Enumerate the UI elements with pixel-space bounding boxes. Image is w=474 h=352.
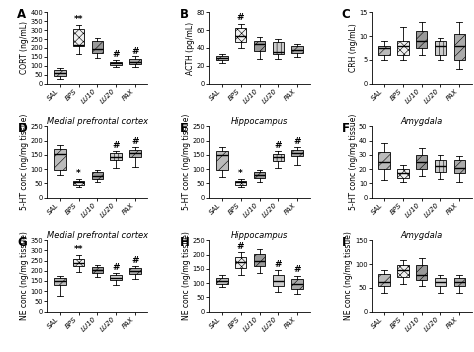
PathPatch shape [235, 29, 246, 42]
Text: C: C [342, 8, 350, 21]
PathPatch shape [73, 259, 84, 266]
PathPatch shape [454, 34, 465, 60]
PathPatch shape [235, 181, 246, 185]
PathPatch shape [378, 152, 390, 169]
PathPatch shape [454, 161, 465, 173]
PathPatch shape [378, 275, 390, 286]
PathPatch shape [273, 154, 284, 161]
Text: #: # [274, 141, 282, 150]
PathPatch shape [273, 275, 284, 287]
PathPatch shape [110, 275, 122, 281]
Text: #: # [112, 50, 120, 59]
Text: #: # [112, 263, 120, 272]
PathPatch shape [91, 172, 103, 179]
PathPatch shape [378, 45, 390, 55]
PathPatch shape [73, 29, 84, 46]
PathPatch shape [435, 41, 447, 55]
PathPatch shape [397, 41, 409, 55]
Text: #: # [237, 13, 245, 22]
PathPatch shape [129, 268, 141, 274]
PathPatch shape [91, 41, 103, 53]
Y-axis label: CRH (ng/mL): CRH (ng/mL) [349, 24, 358, 72]
PathPatch shape [110, 62, 122, 65]
Title: Medial prefrontal cortex: Medial prefrontal cortex [47, 231, 148, 240]
Text: H: H [180, 236, 189, 249]
PathPatch shape [254, 254, 265, 266]
Y-axis label: CORT (ng/mL): CORT (ng/mL) [20, 21, 29, 74]
PathPatch shape [435, 161, 447, 172]
PathPatch shape [416, 265, 428, 280]
PathPatch shape [54, 149, 65, 170]
PathPatch shape [254, 41, 265, 51]
PathPatch shape [435, 278, 447, 286]
Text: #: # [131, 137, 139, 146]
Y-axis label: NE conc (ng/mg tissue): NE conc (ng/mg tissue) [20, 232, 29, 320]
PathPatch shape [254, 172, 265, 178]
Title: Amygdala: Amygdala [401, 117, 443, 126]
Text: #: # [274, 260, 282, 269]
Y-axis label: 5-HT conc (ng/mg tissue): 5-HT conc (ng/mg tissue) [20, 114, 29, 210]
Y-axis label: ACTH (pg/mL): ACTH (pg/mL) [186, 21, 195, 75]
Text: #: # [131, 256, 139, 265]
Text: **: ** [74, 15, 83, 24]
Y-axis label: NE conc (ng/mg tissue): NE conc (ng/mg tissue) [182, 232, 191, 320]
PathPatch shape [273, 42, 284, 54]
Text: I: I [342, 236, 346, 249]
Y-axis label: 5-HT conc (ng/mg tissue): 5-HT conc (ng/mg tissue) [348, 114, 357, 210]
PathPatch shape [73, 181, 84, 185]
PathPatch shape [416, 31, 428, 48]
Text: *: * [238, 169, 243, 178]
Text: #: # [237, 242, 245, 251]
PathPatch shape [397, 169, 409, 178]
Text: G: G [18, 236, 27, 249]
PathPatch shape [216, 278, 228, 284]
PathPatch shape [129, 150, 141, 157]
Title: Hippocampus: Hippocampus [231, 117, 288, 126]
PathPatch shape [397, 265, 409, 277]
Text: #: # [112, 141, 120, 150]
PathPatch shape [216, 56, 228, 61]
Text: *: * [76, 169, 81, 178]
PathPatch shape [235, 257, 246, 268]
PathPatch shape [216, 151, 228, 170]
Text: #: # [293, 265, 301, 275]
Text: E: E [180, 122, 188, 135]
Text: #: # [131, 46, 139, 56]
Title: Hippocampus: Hippocampus [231, 231, 288, 240]
Y-axis label: NE conc (ng/mg tissue): NE conc (ng/mg tissue) [345, 232, 354, 320]
PathPatch shape [110, 153, 122, 161]
Text: **: ** [74, 245, 83, 254]
Text: B: B [180, 8, 189, 21]
PathPatch shape [91, 267, 103, 273]
PathPatch shape [54, 70, 65, 76]
PathPatch shape [292, 279, 303, 289]
Text: A: A [18, 8, 27, 21]
Text: F: F [342, 122, 349, 135]
PathPatch shape [292, 150, 303, 156]
PathPatch shape [292, 46, 303, 53]
Text: #: # [293, 137, 301, 146]
PathPatch shape [129, 59, 141, 64]
Y-axis label: 5-HT conc (ng/mg tissue): 5-HT conc (ng/mg tissue) [182, 114, 191, 210]
PathPatch shape [416, 155, 428, 169]
Title: Medial prefrontal cortex: Medial prefrontal cortex [47, 117, 148, 126]
PathPatch shape [54, 278, 65, 285]
PathPatch shape [454, 278, 465, 286]
Title: Amygdala: Amygdala [401, 231, 443, 240]
Text: D: D [18, 122, 27, 135]
